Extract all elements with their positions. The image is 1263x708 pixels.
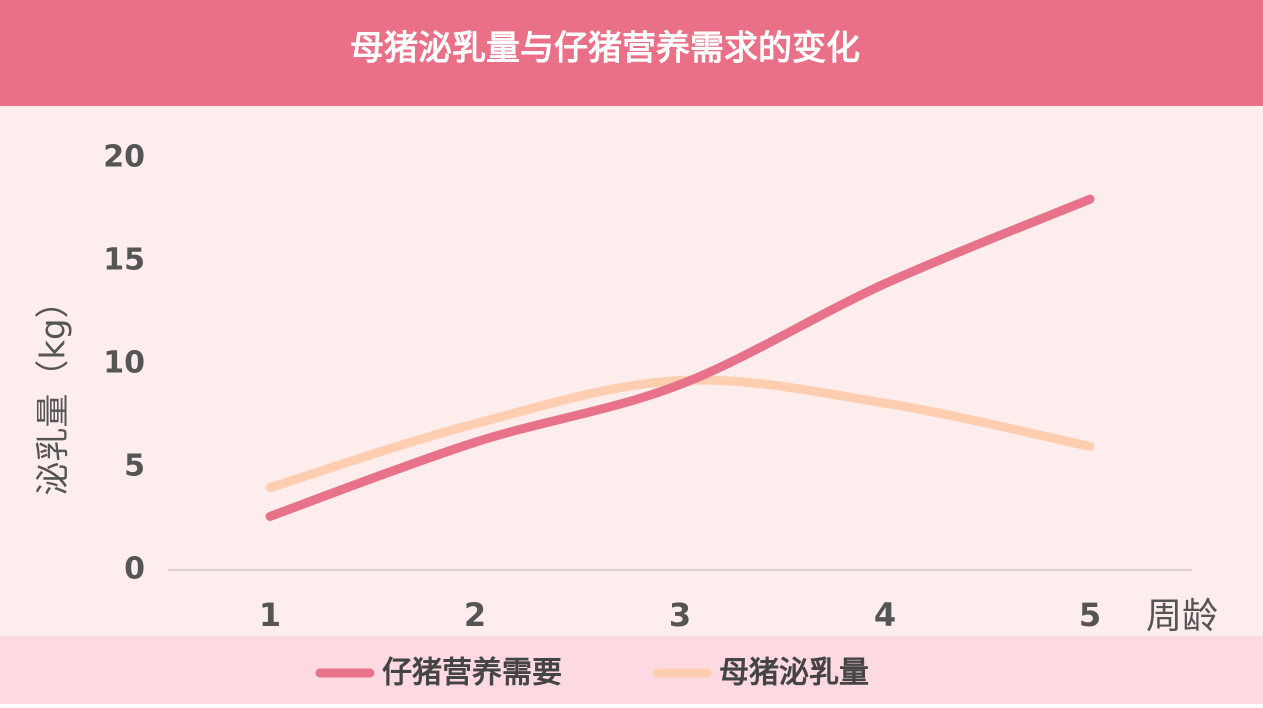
y-axis-label: 泌乳量（kg） (34, 284, 74, 495)
legend-label: 仔猪营养需要 (382, 656, 562, 691)
x-tick-label: 5 (1079, 596, 1101, 634)
series-line (265, 194, 1095, 521)
y-tick-label: 0 (124, 552, 145, 587)
x-axis-label: 周龄 (1146, 596, 1218, 637)
y-tick-label: 10 (103, 346, 145, 381)
x-tick-label: 4 (874, 596, 896, 634)
legend-bar (0, 636, 1263, 704)
y-tick-label: 15 (103, 243, 145, 278)
title-bar (0, 0, 1263, 106)
legend-label: 母猪泌乳量 (719, 656, 869, 691)
y-tick-label: 20 (103, 140, 145, 175)
x-tick-label: 1 (259, 596, 281, 634)
y-tick-label: 5 (124, 449, 145, 484)
chart-title: 母猪泌乳量与仔猪营养需求的变化 (350, 29, 860, 69)
x-tick-label: 2 (464, 596, 486, 634)
x-tick-label: 3 (669, 596, 691, 634)
